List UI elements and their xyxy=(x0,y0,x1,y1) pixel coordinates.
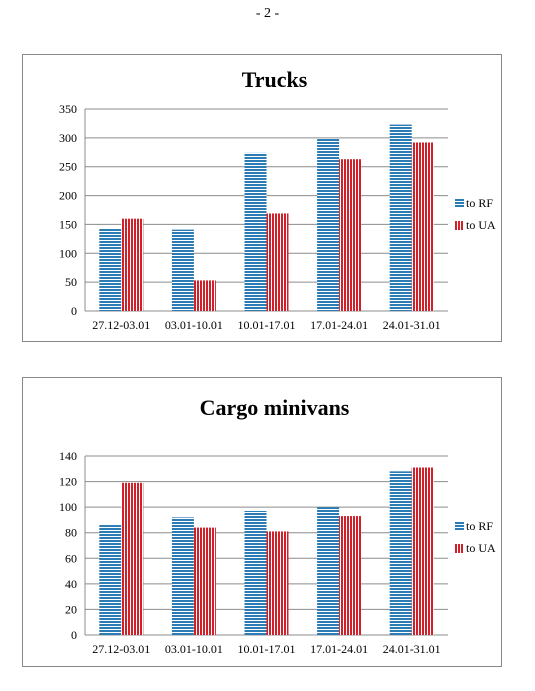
chart-title: Trucks xyxy=(242,67,308,92)
y-tick-label: 100 xyxy=(59,500,77,514)
y-tick-label: 40 xyxy=(65,577,77,591)
chart-title: Cargo minivans xyxy=(200,395,350,420)
page-number: - 2 - xyxy=(255,6,280,21)
legend-swatch xyxy=(455,544,464,553)
x-tick-label: 03.01-10.01 xyxy=(165,318,223,332)
y-tick-label: 0 xyxy=(71,628,77,642)
trucks-svg: Trucks 0 50 100 150 200 250 300 350 27.12-03.01 03… xyxy=(59,67,496,332)
trucks-chart: Trucks 0 50 100 150 200 250 300 350 27.12-03.01 03… xyxy=(22,54,502,342)
x-tick-label: 24.01-31.01 xyxy=(383,318,441,332)
legend-swatch xyxy=(455,221,464,230)
cargo-minivans-chart: Cargo minivans 0 20 40 60 80 100 120 140 27.12-03… xyxy=(22,377,502,667)
bar-to-rf xyxy=(244,152,267,311)
y-tick-label: 150 xyxy=(59,217,77,231)
bar-to-rf xyxy=(99,525,122,635)
bar-to-ua xyxy=(411,142,434,311)
y-tick-label: 100 xyxy=(59,246,77,260)
bar-to-ua xyxy=(339,159,362,311)
bar-to-ua xyxy=(121,482,144,635)
x-tick-label: 17.01-24.01 xyxy=(310,318,368,332)
bar-to-ua xyxy=(193,527,216,635)
bar-to-rf xyxy=(171,517,194,635)
bar-to-rf xyxy=(317,507,340,635)
y-tick-label: 350 xyxy=(59,102,77,116)
bar-to-rf xyxy=(389,471,412,635)
minivans-svg: Cargo minivans 0 20 40 60 80 100 120 140 27.12-03… xyxy=(59,395,496,656)
bar-to-ua xyxy=(121,218,144,311)
legend-label: to RF xyxy=(466,519,493,533)
x-tick-label: 17.01-24.01 xyxy=(310,642,368,656)
legend-label: to UA xyxy=(466,218,496,232)
bar-to-ua xyxy=(339,516,362,635)
y-tick-label: 140 xyxy=(59,449,77,463)
x-tick-label: 24.01-31.01 xyxy=(383,642,441,656)
x-tick-label: 10.01-17.01 xyxy=(238,318,296,332)
bar-to-ua xyxy=(266,213,289,311)
y-tick-label: 0 xyxy=(71,304,77,318)
y-tick-label: 120 xyxy=(59,475,77,489)
legend-label: to RF xyxy=(466,196,493,210)
x-tick-label: 10.01-17.01 xyxy=(238,642,296,656)
bar-to-ua xyxy=(266,531,289,635)
bar-to-ua xyxy=(193,280,216,311)
bar-to-rf xyxy=(171,229,194,311)
bar-to-rf xyxy=(99,228,122,311)
y-tick-label: 50 xyxy=(65,275,77,289)
bar-to-rf xyxy=(317,138,340,311)
x-tick-label: 27.12-03.01 xyxy=(92,318,150,332)
legend-swatch xyxy=(455,522,464,531)
y-tick-label: 200 xyxy=(59,189,77,203)
legend-label: to UA xyxy=(466,541,496,555)
y-tick-label: 300 xyxy=(59,131,77,145)
y-tick-label: 20 xyxy=(65,602,77,616)
bar-to-ua xyxy=(411,467,434,635)
bar-to-rf xyxy=(244,510,267,635)
y-tick-label: 80 xyxy=(65,526,77,540)
y-tick-label: 60 xyxy=(65,551,77,565)
x-tick-label: 03.01-10.01 xyxy=(165,642,223,656)
bar-to-rf xyxy=(389,124,412,311)
x-tick-label: 27.12-03.01 xyxy=(92,642,150,656)
y-tick-label: 250 xyxy=(59,160,77,174)
legend-swatch xyxy=(455,199,464,208)
